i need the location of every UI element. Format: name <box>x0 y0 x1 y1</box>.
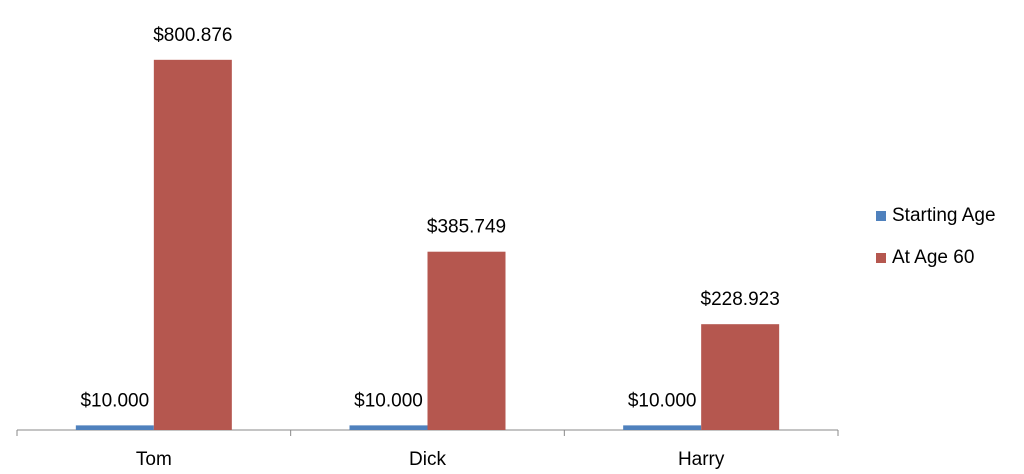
bar <box>349 425 428 430</box>
value-label: $10.000 <box>80 390 149 411</box>
value-label: $228.923 <box>701 289 780 310</box>
value-label: $10.000 <box>628 390 697 411</box>
legend-label: At Age 60 <box>892 247 974 268</box>
bar <box>427 251 506 430</box>
value-label: $385.749 <box>427 217 506 238</box>
x-tick-label: Tom <box>136 449 172 470</box>
value-label: $800.876 <box>153 25 232 46</box>
bar <box>701 324 780 430</box>
x-tick-label: Harry <box>678 449 725 470</box>
value-label: $10.000 <box>354 390 423 411</box>
x-tick-label: Dick <box>409 449 446 470</box>
bar <box>75 425 154 430</box>
legend-swatch <box>876 211 886 221</box>
bar <box>623 425 702 430</box>
bar <box>153 59 232 430</box>
legend-swatch <box>876 253 886 263</box>
legend-label: Starting Age <box>892 205 996 226</box>
